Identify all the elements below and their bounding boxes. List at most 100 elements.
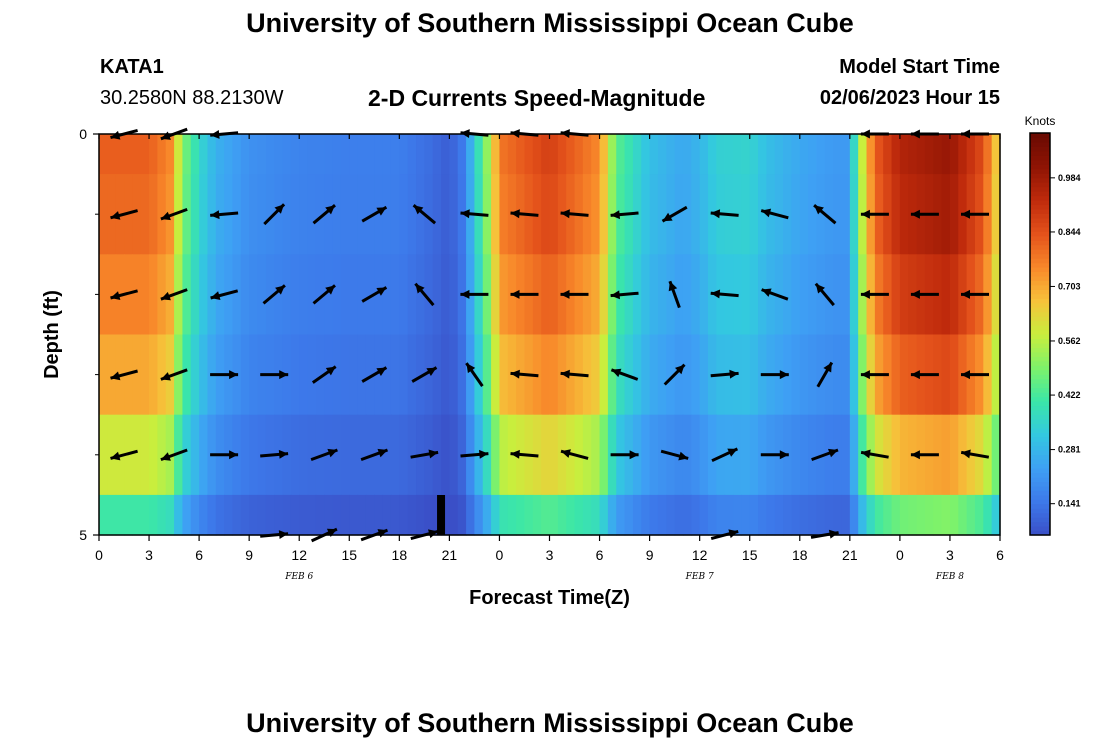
colorbar-tick-label: 0.562 xyxy=(1058,336,1081,346)
heatmap-cell xyxy=(749,174,759,255)
heatmap-cell xyxy=(399,334,409,416)
heatmap-cell xyxy=(107,174,117,255)
heatmap-cell xyxy=(808,134,818,175)
arrow-head xyxy=(560,369,570,379)
heatmap-cell xyxy=(916,494,926,536)
colorbar-swatch xyxy=(1030,485,1050,491)
heatmap-cell xyxy=(516,494,526,536)
arrow-head xyxy=(510,209,520,219)
heatmap-cell xyxy=(365,334,375,416)
arrow-head xyxy=(426,367,437,376)
heatmap-cell xyxy=(799,134,809,175)
heatmap-cell xyxy=(249,334,259,416)
heatmap-cell xyxy=(416,254,425,336)
heatmap-cell xyxy=(257,254,267,336)
arrow-head xyxy=(274,204,285,214)
heatmap-cell xyxy=(799,414,809,496)
heatmap-cell xyxy=(240,414,250,496)
heatmap-cell xyxy=(991,334,1001,416)
x-tick-label: 9 xyxy=(245,547,253,563)
heatmap-cell xyxy=(599,494,609,536)
heatmap-cell xyxy=(340,254,350,336)
heatmap-cell xyxy=(340,334,350,416)
heatmap-cell xyxy=(416,334,425,416)
heatmap-cell xyxy=(424,334,434,416)
heatmap-cell xyxy=(290,414,300,496)
heatmap-cell xyxy=(232,254,242,336)
heatmap-cell xyxy=(199,414,209,496)
current-arrow xyxy=(660,449,689,461)
heatmap-cell xyxy=(641,334,651,416)
heatmap-cell xyxy=(641,174,651,255)
current-arrow xyxy=(460,209,489,219)
colorbar-swatch xyxy=(1030,329,1050,335)
heatmap-cell xyxy=(724,494,734,536)
heatmap-cell xyxy=(132,254,142,336)
arrow-head xyxy=(160,211,171,221)
heatmap-cell xyxy=(491,494,501,536)
arrow-head xyxy=(415,283,425,294)
heatmap-cell xyxy=(841,254,851,336)
heatmap-cell xyxy=(766,134,776,175)
heatmap-cell xyxy=(257,494,267,536)
heatmap-cell xyxy=(758,174,767,255)
heatmap-cell xyxy=(624,494,634,536)
heatmap-cell xyxy=(682,134,692,175)
heatmap-cell xyxy=(549,134,559,175)
heatmap-cell xyxy=(424,134,434,175)
current-arrow xyxy=(110,289,138,300)
arrow-head xyxy=(325,366,336,376)
colorbar-swatch xyxy=(1030,499,1050,505)
heatmap-cell xyxy=(774,494,784,536)
heatmap-cell xyxy=(207,134,217,175)
heatmap-cell xyxy=(657,414,667,496)
heatmap-cell xyxy=(674,334,684,416)
arrow-head xyxy=(110,211,121,220)
current-arrow xyxy=(710,209,739,219)
arrow-head xyxy=(910,370,920,380)
heatmap-cell xyxy=(916,134,926,175)
heatmap-cell xyxy=(874,494,884,536)
arrow-head xyxy=(510,369,520,379)
arrow-head xyxy=(860,370,870,380)
heatmap-cell xyxy=(666,334,676,416)
current-arrow xyxy=(811,448,839,462)
heatmap-cell xyxy=(507,134,517,175)
heatmap-cell xyxy=(182,174,192,255)
heatmap-cell xyxy=(182,254,192,336)
colorbar-tick-label: 0.703 xyxy=(1058,281,1081,291)
colorbar-swatch xyxy=(1030,302,1050,308)
heatmap-cell xyxy=(307,414,317,496)
colorbar-frame xyxy=(1029,132,1051,536)
heatmap-cell xyxy=(532,134,542,175)
heatmap-cell xyxy=(624,134,634,175)
heatmap-cell xyxy=(641,414,651,496)
colorbar-swatch xyxy=(1030,427,1050,433)
heatmap-cell xyxy=(140,134,150,175)
colorbar-swatch xyxy=(1030,521,1050,527)
arrow-head xyxy=(279,370,289,380)
heatmap-cell xyxy=(708,134,717,175)
colorbar-swatch xyxy=(1030,164,1050,170)
heatmap-cell xyxy=(299,254,309,336)
heatmap-cell xyxy=(132,174,142,255)
colorbar-swatch xyxy=(1030,392,1050,398)
heatmap-cell xyxy=(733,134,742,175)
heatmap-cell xyxy=(891,254,901,336)
model-start-label: Model Start Time xyxy=(839,56,1000,78)
arrow-head xyxy=(629,450,639,460)
heatmap-cell xyxy=(974,134,984,175)
heatmap-cell xyxy=(99,414,108,496)
heatmap-cell xyxy=(983,414,993,496)
heatmap-cell xyxy=(374,174,384,255)
colorbar-swatch xyxy=(1030,195,1050,201)
heatmap-cell xyxy=(407,494,417,536)
heatmap-cell xyxy=(849,174,859,255)
x-tick-label: 3 xyxy=(145,547,153,563)
heatmap-cell xyxy=(791,414,801,496)
heatmap-cell xyxy=(140,174,150,255)
heatmap-cell xyxy=(599,134,609,175)
heatmap-cell xyxy=(691,174,701,255)
heatmap-cell xyxy=(232,134,242,175)
heatmap-cell xyxy=(816,494,826,536)
